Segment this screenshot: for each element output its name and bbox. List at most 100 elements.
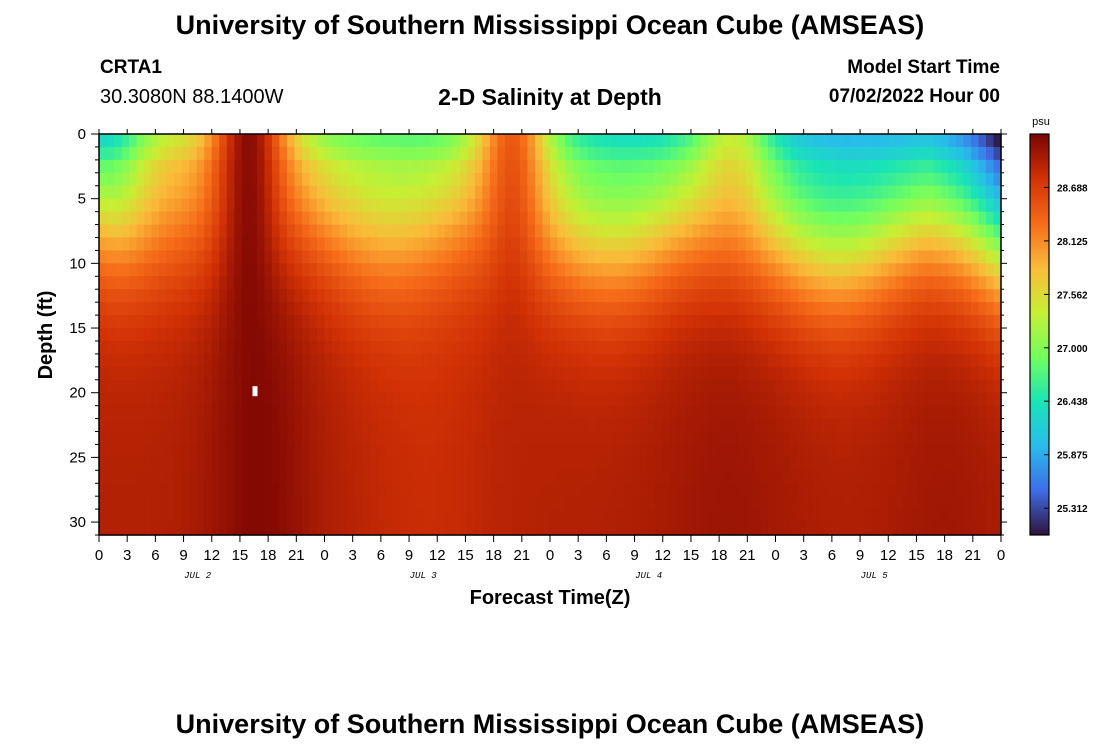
heatmap-cell (452, 496, 461, 510)
heatmap-cell (256, 198, 265, 213)
heatmap-cell (474, 353, 483, 368)
heatmap-cell (557, 224, 566, 239)
heatmap-cell (895, 185, 904, 200)
heatmap-cell (339, 134, 348, 148)
heatmap-cell (497, 509, 506, 523)
x-tick-label: 9 (856, 547, 864, 564)
heatmap-cell (482, 328, 491, 342)
heatmap-cell (332, 522, 341, 536)
heatmap-cell (918, 457, 927, 471)
heatmap-cell (489, 263, 498, 277)
heatmap-cell (422, 185, 431, 200)
heatmap-cell (580, 340, 589, 355)
heatmap-cell (783, 185, 792, 200)
heatmap-cell (925, 250, 934, 264)
heatmap-cell (677, 418, 686, 433)
heatmap-cell (783, 496, 792, 510)
heatmap-cell (527, 431, 536, 446)
heatmap-cell (948, 302, 957, 316)
heatmap-cell (512, 483, 521, 497)
heatmap-cell (978, 289, 987, 303)
heatmap-cell (602, 263, 611, 277)
colorbar (1029, 133, 1050, 536)
heatmap-cell (940, 224, 949, 239)
heatmap-cell (985, 302, 995, 316)
heatmap-cell (963, 496, 972, 510)
day-label: JUL 2 (184, 571, 212, 581)
heatmap-cell (602, 146, 611, 161)
heatmap-cell (805, 289, 814, 303)
heatmap-cell (151, 328, 160, 342)
heatmap-cell (550, 366, 559, 381)
heatmap-cell (970, 509, 980, 523)
heatmap-cell (993, 185, 1002, 200)
heatmap-cell (850, 276, 859, 290)
heatmap-cell (850, 444, 859, 458)
heatmap-cell (144, 224, 153, 239)
heatmap-cell (715, 185, 724, 200)
heatmap-cell (685, 211, 694, 226)
heatmap-cell (933, 276, 942, 290)
heatmap-cell (662, 340, 671, 355)
heatmap-cell (99, 211, 108, 226)
heatmap-cell (219, 418, 228, 433)
heatmap-cell (910, 366, 919, 381)
heatmap-cell (264, 522, 273, 536)
heatmap-cell (286, 211, 296, 226)
heatmap-cell (301, 211, 311, 226)
heatmap-cell (256, 276, 265, 290)
heatmap-cell (121, 431, 130, 446)
axes: 0 3 6 9 12 15 18 21 0 3 6 9 12 15 18 21 0 3 6 9 12 15 18 21 0 3 6 9… (69, 126, 1007, 581)
heatmap-cell (482, 263, 491, 277)
heatmap-cell (121, 224, 130, 239)
x-tick-label: 15 (457, 547, 474, 564)
heatmap-cell (677, 302, 686, 316)
heatmap-cell (159, 134, 168, 148)
heatmap-cell (873, 134, 882, 148)
heatmap-cell (985, 172, 995, 187)
heatmap-cell (271, 224, 280, 239)
heatmap-cell (467, 315, 476, 329)
heatmap-cell (301, 146, 311, 161)
heatmap-cell (557, 315, 566, 329)
heatmap-cell (467, 470, 476, 484)
heatmap-cell (504, 457, 514, 471)
heatmap-cell (422, 379, 431, 394)
heatmap-cell (542, 302, 551, 316)
heatmap-cell (271, 211, 280, 226)
heatmap-cell (369, 159, 378, 174)
heatmap-cell (144, 522, 153, 536)
heatmap-cell (347, 134, 356, 148)
heatmap-cell (700, 172, 709, 187)
heatmap-cell (264, 134, 273, 148)
heatmap-cell (775, 159, 784, 174)
heatmap-cell (858, 302, 867, 316)
heatmap-cell (865, 302, 874, 316)
heatmap-cell (234, 340, 243, 355)
heatmap-cell (805, 237, 814, 252)
heatmap-cell (985, 224, 995, 239)
heatmap-cell (339, 159, 348, 174)
heatmap-cell (151, 146, 160, 161)
heatmap-cell (572, 211, 581, 226)
heatmap-cell (587, 340, 596, 355)
heatmap-cell (933, 392, 942, 407)
heatmap-cell (647, 431, 656, 446)
heatmap-cell (309, 340, 318, 355)
heatmap-cell (474, 379, 483, 394)
heatmap-cell (910, 159, 919, 174)
heatmap-cell (865, 146, 874, 161)
heatmap-cell (354, 379, 363, 394)
heatmap-cell (715, 237, 724, 252)
heatmap-cell (625, 483, 634, 497)
heatmap-cell (993, 237, 1002, 252)
heatmap-cell (542, 483, 551, 497)
heatmap-cell (910, 237, 919, 252)
x-tick-label: 6 (377, 547, 385, 564)
colorbar-tick-label: 27.562 (1057, 290, 1088, 301)
heatmap-cell (166, 159, 175, 174)
heatmap-cell (858, 134, 867, 148)
colorbar-tick-label: 25.312 (1057, 504, 1088, 515)
heatmap-cell (730, 418, 739, 433)
heatmap-cell (662, 431, 671, 446)
